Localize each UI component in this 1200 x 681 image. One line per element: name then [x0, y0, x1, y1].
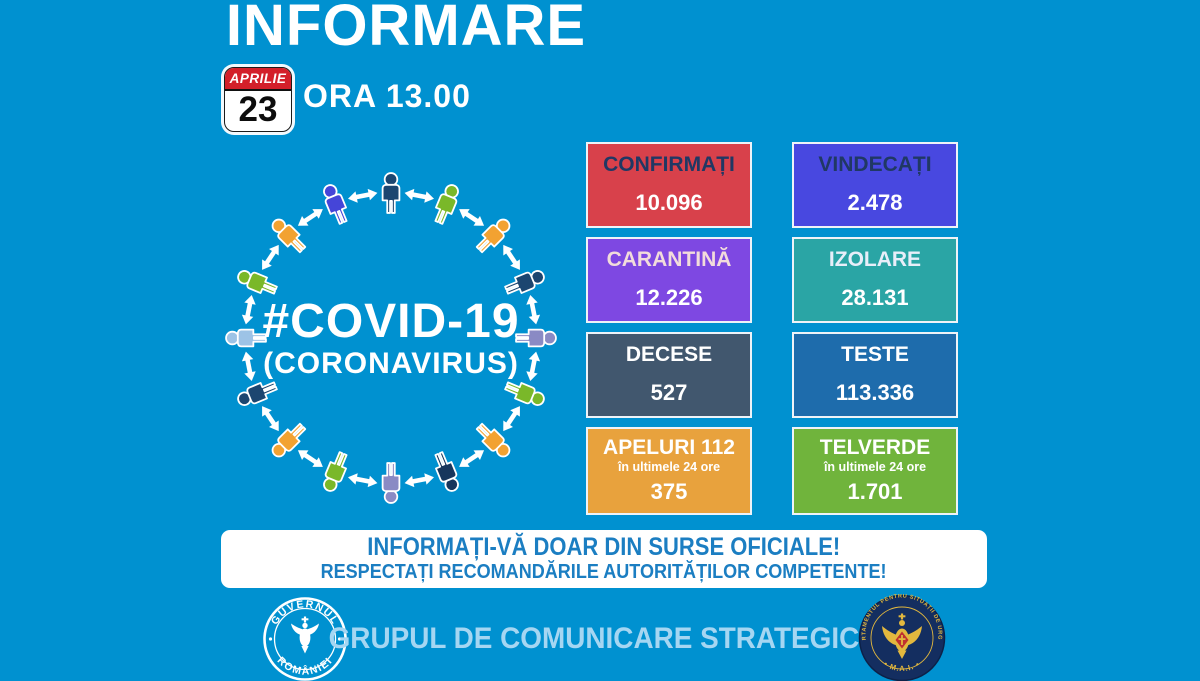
stat-card-decese: DECESE 527 — [586, 332, 752, 418]
person-icon — [502, 266, 548, 299]
time-label: ORA 13.00 — [303, 78, 471, 114]
double-arrow-icon — [346, 471, 379, 489]
stat-value: 527 — [650, 379, 688, 405]
stat-value: 113.336 — [835, 379, 915, 405]
svg-text:• M.A.I. •: • M.A.I. • — [882, 659, 921, 673]
double-arrow-icon — [455, 445, 488, 472]
stat-label: TELVERDE — [819, 435, 931, 459]
stat-card-confirmati: CONFIRMAȚI 10.096 — [586, 142, 752, 228]
person-icon — [234, 266, 280, 299]
dsu-mai-seal-logo: DEPARTAMENTUL PENTRU SITUAȚII DE URGENȚĂ… — [857, 594, 946, 681]
double-arrow-icon — [257, 402, 284, 435]
coronavirus-label: (CORONAVIRUS) — [263, 347, 519, 380]
stat-card-telverde: TELVERDE în ultimele 24 ore 1.701 — [792, 427, 958, 515]
covid-hashtag-label: #COVID-19 — [262, 295, 519, 348]
double-arrow-icon — [498, 402, 525, 435]
double-arrow-icon — [498, 241, 525, 274]
stat-value: 10.096 — [635, 189, 703, 215]
banner-line-1: INFORMAȚI-VĂ DOAR DIN SURSE OFICIALE! — [367, 532, 841, 561]
banner-line-2: RESPECTAȚI RECOMANDĂRILE AUTORITĂȚILOR C… — [321, 560, 887, 584]
stat-label: TESTE — [841, 343, 909, 367]
person-icon — [502, 377, 548, 410]
calendar-day-label: 23 — [238, 90, 278, 129]
stat-label: IZOLARE — [828, 248, 922, 272]
person-icon — [430, 181, 463, 227]
stat-sublabel: în ultimele 24 ore — [823, 460, 927, 475]
double-arrow-icon — [240, 350, 258, 383]
stat-label: APELURI 112 — [603, 435, 735, 459]
official-sources-banner: INFORMAȚI-VĂ DOAR DIN SURSE OFICIALE! RE… — [221, 530, 987, 588]
double-arrow-icon — [294, 445, 327, 472]
double-arrow-icon — [257, 241, 284, 274]
golden-eagle-emblem-icon — [882, 613, 922, 659]
page-title: INFORMARE — [225, 0, 587, 58]
calendar-date-icon: APRILIE 23 — [224, 67, 292, 132]
stat-value: 375 — [650, 479, 688, 505]
stat-card-izolare: IZOLARE 28.131 — [792, 237, 958, 323]
footer-title: GRUPUL DE COMUNICARE STRATEGICĂ — [328, 622, 880, 655]
stat-value: 1.701 — [847, 479, 903, 505]
double-arrow-icon — [524, 293, 542, 326]
stat-card-vindecati: VINDECAȚI 2.478 — [792, 142, 958, 228]
person-icon — [381, 172, 401, 214]
double-arrow-icon — [403, 187, 436, 205]
double-arrow-icon — [346, 187, 379, 205]
stat-label: DECESE — [625, 343, 713, 367]
calendar-month-label: APRILIE — [225, 68, 291, 91]
person-icon — [515, 328, 557, 348]
person-icon — [430, 449, 463, 495]
person-icon — [225, 328, 267, 348]
stat-label: VINDECAȚI — [818, 153, 932, 177]
double-arrow-icon — [403, 471, 436, 489]
stat-value: 2.478 — [847, 189, 903, 215]
stat-card-teste: TESTE 113.336 — [792, 332, 958, 418]
double-arrow-icon — [240, 293, 258, 326]
seal-bottom-text: • M.A.I. • — [882, 659, 920, 673]
guvernul-romaniei-seal-logo: GUVERNUL ROMÂNIEI — [263, 597, 347, 681]
stat-card-apeluri-112: APELURI 112 în ultimele 24 ore 375 — [586, 427, 752, 515]
stat-label: CARANTINĂ — [606, 248, 732, 272]
stat-card-carantina: CARANTINĂ 12.226 — [586, 237, 752, 323]
double-arrow-icon — [294, 204, 327, 231]
person-icon — [234, 377, 280, 410]
stat-sublabel: în ultimele 24 ore — [617, 460, 721, 475]
double-arrow-icon — [455, 204, 488, 231]
stat-label: CONFIRMAȚI — [603, 153, 735, 177]
stat-value: 12.226 — [635, 284, 703, 310]
eagle-emblem-icon — [291, 616, 319, 654]
double-arrow-icon — [524, 350, 542, 383]
stat-value: 28.131 — [841, 284, 909, 310]
person-icon — [319, 181, 352, 227]
person-icon — [319, 449, 352, 495]
person-icon — [381, 462, 401, 504]
